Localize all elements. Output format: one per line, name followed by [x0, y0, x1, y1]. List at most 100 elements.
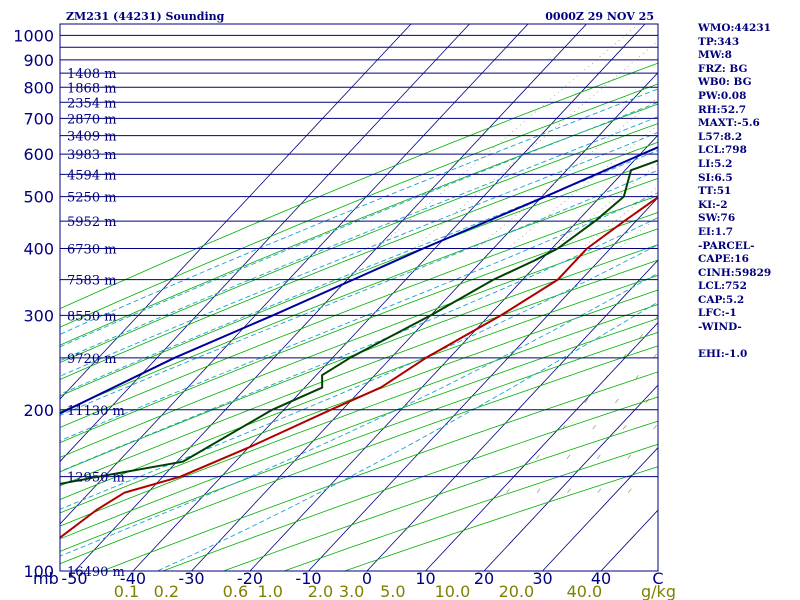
dry-adiabat-400 [60, 318, 658, 540]
isotherm--10 [308, 197, 658, 571]
index-row: LFC:-1 [698, 307, 737, 320]
dry-adiabat-280 [60, 123, 658, 364]
chart-time: 0000Z 29 NOV 25 [545, 10, 654, 23]
plot-frame [59, 23, 659, 572]
dry-adiabat-320 [60, 195, 658, 428]
pressure-tick-label: 200 [23, 401, 54, 420]
index-row: MW:8 [698, 49, 732, 62]
temperature-line [60, 196, 658, 539]
isotherm--80 [60, 24, 412, 400]
dry-adiabat-340 [60, 228, 658, 458]
stipple-mark [615, 398, 619, 404]
index-row: WMO:44231 [698, 22, 771, 34]
stability-indices-panel: WMO:44231 TP:343 MW:8 FRZ: BG WB0: BG PW:0.08… [698, 22, 798, 362]
dew-point-line [60, 159, 658, 485]
stipple-mark [653, 353, 657, 359]
index-row: -PARCEL- [698, 239, 755, 252]
isotherm--60 [60, 24, 529, 525]
temperature-tick-label: 30 [532, 569, 552, 588]
height-label: 3409 m [67, 130, 117, 145]
stipple-mark [639, 334, 643, 339]
mixing-ratio-lines [376, 24, 658, 249]
index-row: SI:6.5 [698, 171, 733, 184]
index-row: SW:76 [698, 212, 736, 225]
chart-title: ZM231 (44231) Sounding [66, 10, 225, 23]
stipple-mark [592, 424, 597, 430]
stipple-mark [567, 488, 571, 493]
temperature-tick-label: 0 [362, 569, 372, 588]
isotherm-20 [483, 384, 658, 571]
pressure-tick-label: 300 [23, 306, 54, 325]
pressure-tick-label: 500 [23, 188, 54, 207]
index-row: CAP:5.2 [698, 293, 745, 306]
stipple-mark [536, 488, 541, 493]
dry-adiabat-360 [60, 259, 658, 487]
index-row: L57:8.2 [698, 130, 743, 143]
mixing-ratio-label: 0.2 [154, 582, 179, 600]
isotherm--50 [74, 24, 587, 571]
dry-adiabat-370 [60, 274, 658, 500]
temperature-tick-label: 40 [591, 569, 611, 588]
stipple-mark [628, 488, 632, 493]
pressure-tick-label: 1000 [13, 26, 54, 45]
height-label: 5250 m [67, 191, 117, 206]
stipple-mark [622, 424, 627, 430]
temperature-tick-label: 20 [474, 569, 494, 588]
index-spacer [698, 335, 798, 349]
index-row: KI:-2 [698, 198, 728, 211]
height-label: 2354 m [67, 96, 117, 111]
parcel-path-line [60, 146, 658, 415]
height-label: 4594 m [67, 168, 117, 183]
moist-adiabat-0 [60, 116, 658, 362]
isotherm--70 [60, 24, 470, 463]
height-label: 7583 m [67, 274, 117, 289]
temperature-tick-label: -30 [178, 569, 204, 588]
dry-adiabat-330 [60, 211, 658, 444]
height-label: 2870 m [67, 112, 117, 127]
height-label: 16490 m [67, 565, 125, 580]
index-row: CAPE:16 [698, 253, 749, 266]
dry-adiabat-260 [60, 83, 658, 328]
mixing-ratio-0.6 [475, 97, 658, 249]
height-label: 12950 m [67, 471, 125, 486]
temperature-tick-label: 10 [415, 569, 435, 588]
stipple-mark [506, 488, 510, 493]
mixing-ratio-label: 40.0 [567, 582, 603, 600]
pressure-tick-label: 900 [23, 51, 54, 70]
moist-adiabat-5 [60, 132, 658, 377]
index-row: MAXT:-5.6 [698, 117, 760, 130]
height-label: 3983 m [67, 148, 117, 163]
index-row: FRZ: BG [698, 62, 748, 75]
mixing-ratio-label: 1.0 [257, 582, 282, 600]
stipple-mark [597, 488, 602, 493]
stipple-mark [627, 454, 632, 459]
mixing-ratio-label: 5.0 [380, 582, 405, 600]
stipple-mark [635, 375, 639, 380]
stipple-mark [653, 424, 657, 430]
moist-adiabat-20 [60, 192, 658, 442]
index-row: TP:343 [698, 35, 740, 48]
isotherm-10 [425, 322, 658, 571]
mixing-ratio-label: 0.1 [114, 582, 139, 600]
moist-adiabat-25 [60, 217, 658, 472]
mixing-ratio-label: 2.0 [308, 582, 333, 600]
dry-adiabat-270 [60, 103, 658, 346]
index-row: LI:5.2 [698, 157, 733, 170]
stipple-mark [584, 398, 589, 404]
height-label: 1408 m [67, 67, 117, 82]
index-row: CINH:59829 [698, 266, 772, 279]
height-label: 6730 m [67, 243, 117, 258]
height-label: 11130 m [67, 404, 125, 419]
dry-adiabat-250 [60, 62, 658, 310]
dry-adiabat-420 [60, 345, 658, 565]
temperature-tick-label: -50 [61, 569, 87, 588]
index-row: PW:0.08 [698, 89, 747, 102]
stipple-mark [536, 454, 540, 459]
dry-adiabat-410 [60, 331, 658, 552]
pressure-tick-label: 800 [23, 78, 54, 97]
index-row: LCL:798 [698, 144, 747, 157]
dry-adiabat-290 [60, 141, 658, 380]
height-label: 1868 m [67, 81, 117, 96]
temperature-tick-label: -40 [120, 569, 146, 588]
